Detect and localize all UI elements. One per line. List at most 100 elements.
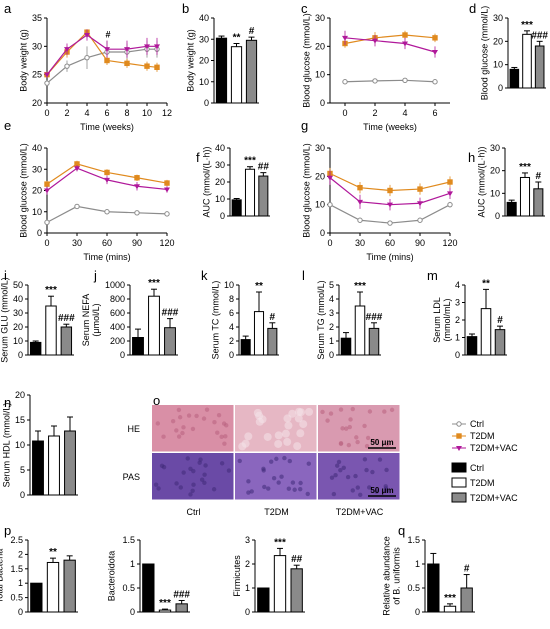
bar <box>63 559 76 613</box>
data-point <box>74 203 80 210</box>
y-tick-label: 30 <box>32 164 42 174</box>
cell-texture <box>282 455 287 461</box>
data-point <box>357 217 363 223</box>
cell-texture <box>367 485 372 490</box>
y-tick-label: 20 <box>315 171 325 181</box>
cell-texture <box>348 417 353 422</box>
cell-texture <box>292 487 297 492</box>
y-tick-label: 0 <box>18 350 23 360</box>
y-tick-label: 30 <box>13 308 23 318</box>
bar <box>427 563 440 613</box>
significance-mark: *** <box>148 278 160 289</box>
significance-mark: *** <box>444 593 456 604</box>
panel-letter: k <box>201 268 208 283</box>
y-tick-label: 0 <box>120 350 125 360</box>
cell-texture <box>224 423 229 428</box>
panel-letter: b <box>182 1 189 16</box>
significance-mark: # <box>536 171 542 182</box>
scale-bar-label: 50 μm <box>370 486 393 495</box>
cell-texture <box>290 480 296 485</box>
cell-texture <box>364 467 369 473</box>
y-tick-label: 10 <box>32 207 42 217</box>
cell-texture <box>294 407 303 416</box>
data-point <box>327 201 333 208</box>
data-point <box>134 210 140 216</box>
data-point <box>74 166 80 172</box>
cell-texture <box>347 424 352 430</box>
y-axis-label: Blood glucose (mmol/L) <box>480 6 490 101</box>
panel-q: 0 0.5 1 1.5 Relative abundance of B. uniformi… <box>381 523 475 617</box>
bar <box>158 609 172 613</box>
y-tick-label: 10 <box>490 188 500 198</box>
y-tick-label: 8 <box>229 294 234 304</box>
y-tick-label: 4 <box>329 294 334 304</box>
data-point <box>84 33 90 38</box>
y-tick-label: 10 <box>315 200 325 210</box>
cell-texture <box>238 442 247 451</box>
y-axis-label: Serum HDL (mmol/L) <box>2 403 12 488</box>
y-tick-label: 0 <box>18 607 23 617</box>
data-point <box>124 60 130 67</box>
y-axis-label: Total Bacteria <box>0 549 4 604</box>
significance-mark: ## <box>258 162 270 173</box>
bar <box>480 308 492 356</box>
y-tick-label: 0.5 <box>407 583 420 593</box>
y-tick-label: 20 <box>199 56 209 66</box>
cell-texture <box>338 407 344 412</box>
x-tick-label: 0 <box>327 238 332 248</box>
bar <box>253 311 265 356</box>
y-axis-label: AUC (mmol/(L·h)) <box>477 146 487 217</box>
y-tick-label: 0 <box>229 350 234 360</box>
significance-mark: # <box>270 312 276 323</box>
cell-texture <box>350 406 355 412</box>
cell-texture <box>383 486 389 491</box>
significance-mark: ### <box>366 312 383 323</box>
cell-texture <box>274 431 283 440</box>
cell-texture <box>191 482 196 487</box>
data-point <box>44 219 50 226</box>
cell-texture <box>305 407 314 416</box>
bar <box>148 295 160 356</box>
significance-mark: ### <box>162 308 179 319</box>
x-tick-label: 30 <box>355 238 365 248</box>
y-tick-label: 20 <box>15 390 25 400</box>
bar <box>368 327 380 356</box>
y-tick-label: 30 <box>32 41 42 51</box>
cell-texture <box>293 442 302 451</box>
bar <box>215 37 228 104</box>
cell-texture <box>298 480 303 486</box>
cell-texture <box>335 463 340 468</box>
cell-texture <box>261 466 266 471</box>
data-point <box>342 35 348 41</box>
y-axis-label: Serum NEFA <box>81 294 91 347</box>
legend-label: T2DM <box>470 478 495 488</box>
x-tick-label: 2 <box>64 108 69 118</box>
x-tick-label: 10 <box>142 108 152 118</box>
cell-texture <box>296 429 305 438</box>
y-tick-label: 3 <box>455 298 460 308</box>
y-tick-label: 0 <box>498 83 503 93</box>
bar <box>46 561 60 613</box>
data-point <box>432 79 438 85</box>
y-tick-label: 2 <box>229 336 234 346</box>
cell-texture <box>153 482 159 487</box>
y-tick-label: 30 <box>315 143 325 153</box>
y-tick-label: 1 <box>130 559 135 569</box>
cell-texture <box>329 475 335 480</box>
cell-texture <box>176 434 182 439</box>
y-tick-label: 2 <box>455 315 460 325</box>
y-tick-label: 4 <box>229 322 234 332</box>
cell-texture <box>340 426 345 431</box>
cell-texture <box>255 417 264 426</box>
x-tick-label: 4 <box>84 108 89 118</box>
cell-texture <box>345 474 351 480</box>
cell-texture <box>370 469 375 475</box>
bar <box>267 327 278 356</box>
cell-texture <box>325 418 330 423</box>
legend-swatch <box>451 477 467 488</box>
cell-texture <box>374 489 379 494</box>
